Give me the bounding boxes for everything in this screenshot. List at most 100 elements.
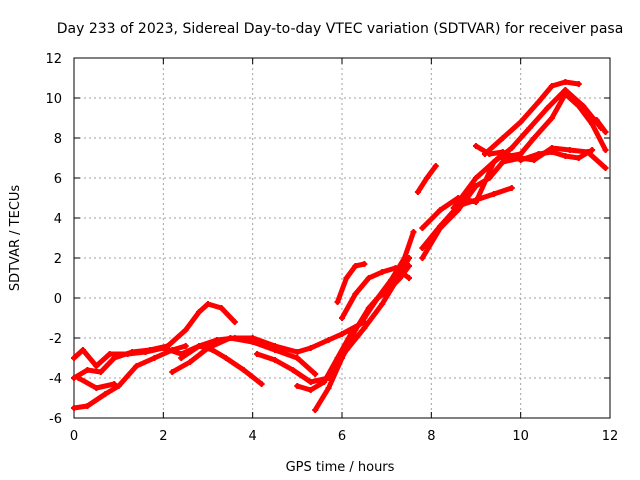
series-track-12: [414, 163, 439, 195]
data-point: [205, 301, 211, 307]
data-point: [352, 263, 359, 269]
series-line: [71, 343, 189, 411]
data-point: [222, 355, 229, 361]
data-point: [231, 319, 238, 325]
data-point: [419, 225, 426, 231]
y-tick-label: 4: [54, 212, 62, 227]
data-point: [365, 275, 372, 281]
x-tick-label: 0: [70, 429, 78, 444]
x-tick-label: 4: [249, 429, 257, 444]
data-point: [365, 305, 372, 311]
y-tick-label: -6: [49, 412, 62, 427]
data-point: [473, 183, 479, 189]
data-point: [361, 325, 368, 331]
data-point: [392, 265, 399, 271]
y-tick-label: 10: [45, 92, 62, 107]
y-tick-label: -2: [49, 332, 62, 347]
x-tick-label: 6: [338, 429, 346, 444]
data-point: [339, 331, 345, 337]
data-point: [562, 153, 569, 159]
series-line: [451, 91, 608, 211]
data-point: [602, 165, 609, 171]
data-point: [562, 91, 569, 97]
data-point: [575, 103, 582, 109]
data-point: [169, 369, 176, 375]
data-point: [602, 147, 609, 153]
data-point: [182, 327, 189, 333]
data-point: [231, 335, 238, 341]
data-point: [473, 143, 479, 149]
data-point: [151, 355, 158, 361]
data-point: [432, 163, 439, 169]
data-point: [531, 135, 538, 141]
data-point: [575, 81, 582, 87]
data-point: [352, 327, 359, 333]
data-point: [325, 385, 332, 391]
data-point: [218, 305, 225, 311]
data-point: [423, 175, 430, 181]
data-point: [379, 269, 386, 275]
data-point: [84, 367, 91, 373]
data-point: [406, 263, 412, 269]
data-point: [97, 369, 104, 375]
data-point: [508, 185, 515, 191]
data-point: [196, 343, 203, 349]
data-point: [397, 275, 404, 281]
data-point: [196, 309, 203, 315]
data-point: [379, 301, 386, 307]
data-point: [258, 381, 265, 387]
data-point: [450, 205, 457, 211]
y-tick-label: -4: [49, 372, 62, 387]
data-point: [254, 351, 261, 357]
data-point: [508, 145, 515, 151]
data-point: [312, 371, 319, 377]
series-track-9: [312, 263, 412, 413]
series-track-3: [71, 343, 189, 411]
data-point: [187, 359, 194, 365]
data-point: [575, 155, 582, 161]
data-point: [249, 335, 256, 341]
data-point: [240, 367, 247, 373]
series-track-6: [178, 319, 368, 361]
data-point: [343, 275, 350, 281]
data-point: [129, 349, 136, 355]
data-point: [146, 347, 153, 353]
y-tick-label: 12: [45, 52, 62, 67]
data-point: [419, 245, 426, 251]
data-point: [71, 355, 77, 361]
series-track-16: [450, 91, 609, 211]
grid: [74, 58, 610, 418]
data-point: [406, 275, 412, 281]
data-point: [321, 379, 328, 385]
series-track-10: [339, 265, 412, 321]
data-point: [133, 363, 140, 369]
data-point: [401, 255, 408, 261]
data-series: [71, 79, 609, 413]
series-track-17: [473, 143, 596, 163]
x-axis-label: GPS time / hours: [286, 460, 395, 475]
x-tick-label: 10: [512, 429, 529, 444]
data-point: [339, 355, 345, 361]
axis-ticks: 0 2 4 6 8 10 12 -6 -4 -2 0 2 4 6 8 10 12: [45, 52, 618, 444]
y-axis-label: SDTVAR / TECUs: [8, 185, 23, 292]
data-point: [490, 191, 497, 197]
data-point: [334, 299, 341, 305]
data-point: [589, 147, 596, 153]
data-point: [499, 159, 506, 165]
data-point: [205, 345, 211, 351]
data-point: [294, 349, 301, 355]
data-point: [481, 151, 488, 157]
data-point: [289, 367, 296, 373]
data-point: [307, 387, 314, 393]
series-line: [294, 229, 416, 393]
series-track-4: [75, 375, 118, 391]
data-point: [473, 197, 479, 203]
data-point: [517, 151, 524, 157]
data-point: [325, 337, 332, 343]
data-point: [178, 355, 185, 361]
data-point: [111, 381, 118, 387]
data-point: [535, 151, 542, 157]
series-line: [178, 319, 367, 361]
data-point: [473, 175, 479, 181]
